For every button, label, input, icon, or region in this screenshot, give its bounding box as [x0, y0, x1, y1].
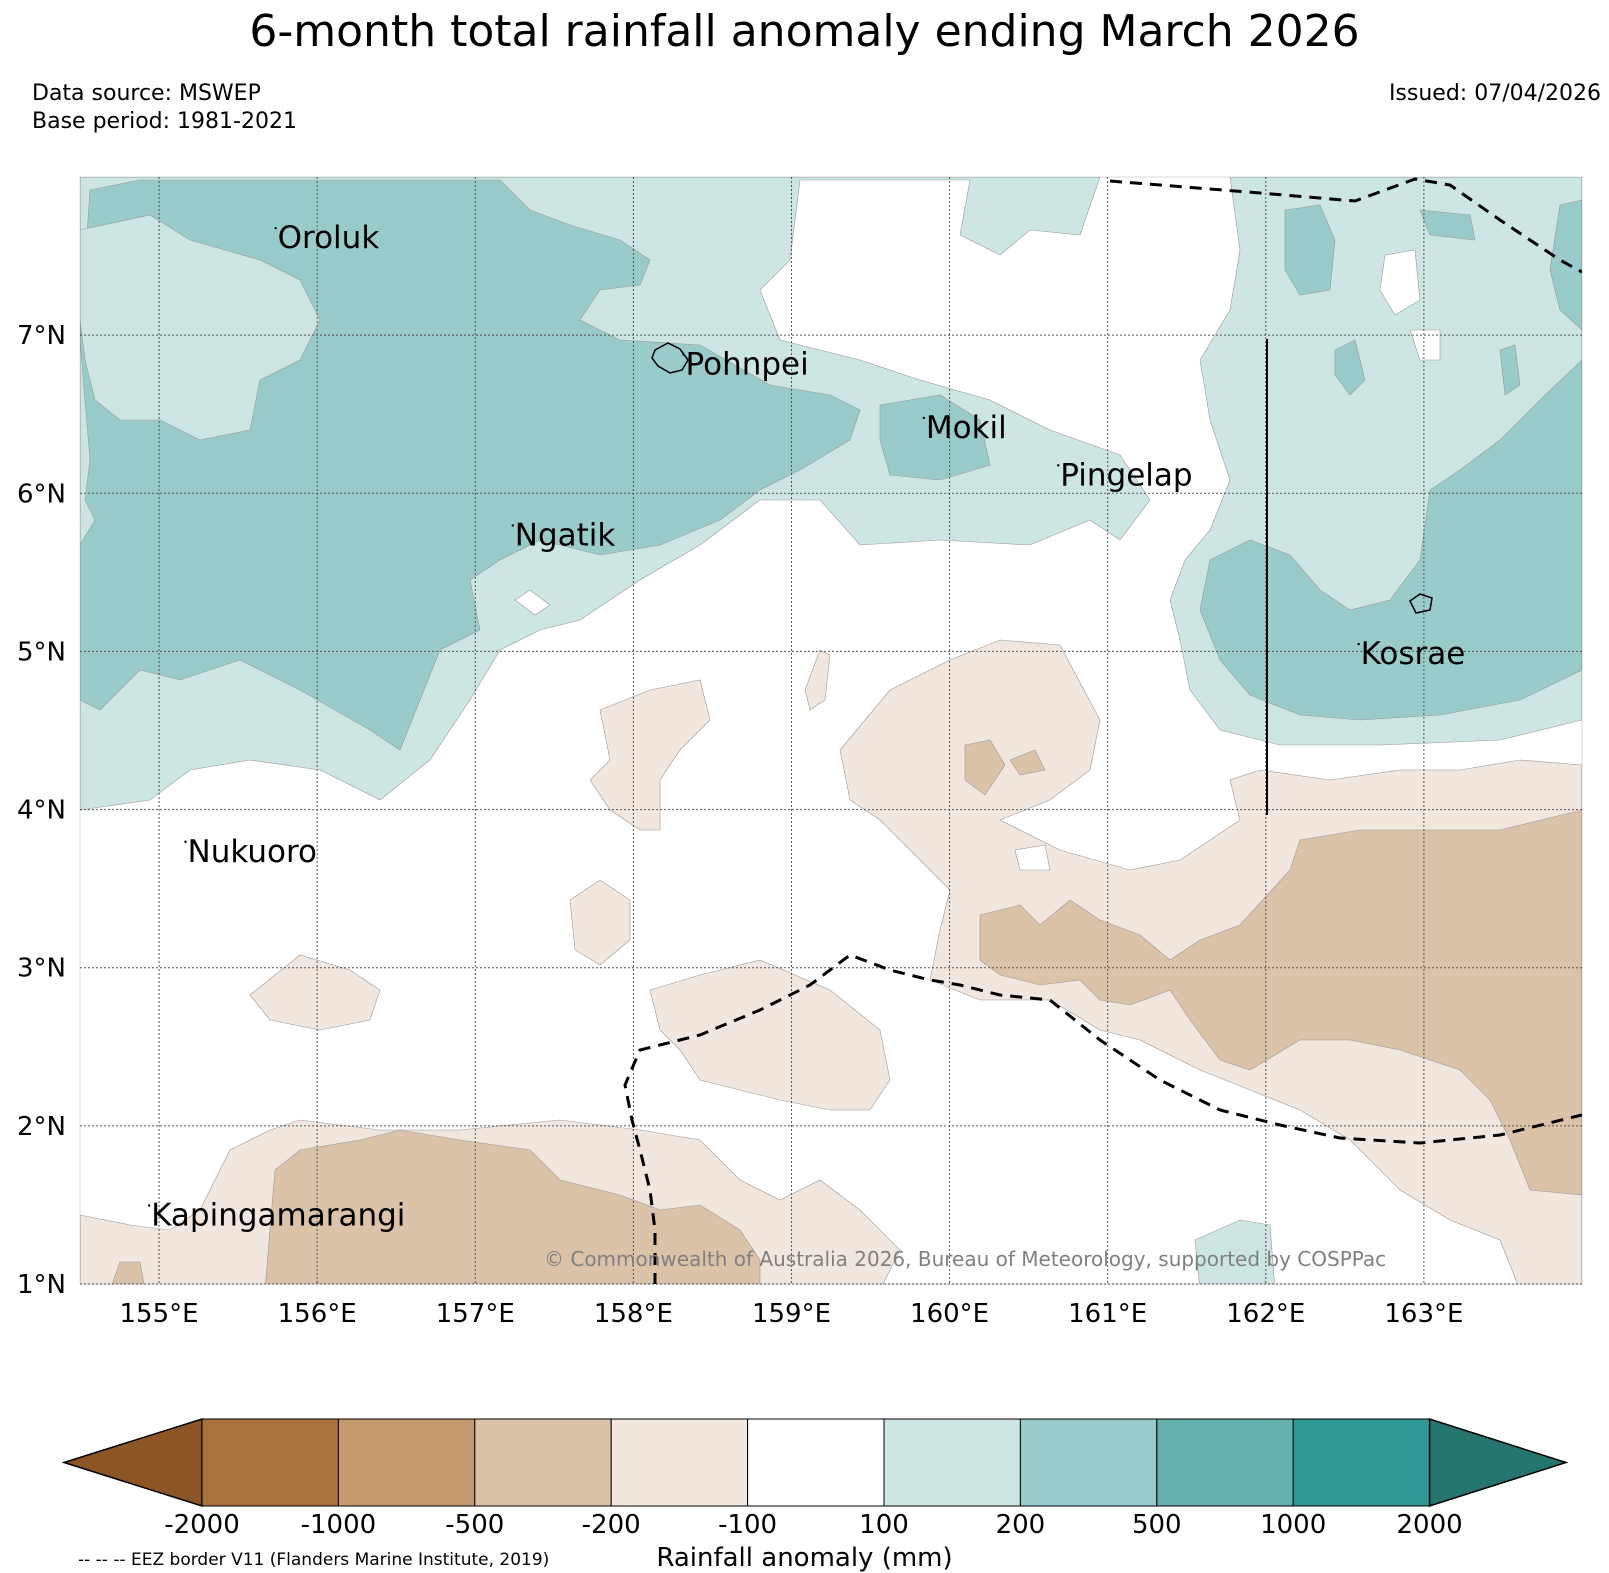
place-label-nukuoro: Nukuoro: [188, 834, 317, 870]
colorbar-segment: [337, 1418, 476, 1507]
colorbar: [61, 1417, 1569, 1508]
colorbar-extend-low: [61, 1417, 203, 1508]
colorbar-segment: [1019, 1418, 1158, 1507]
issued-date: Issued: 07/04/2026: [1388, 81, 1601, 106]
place-marker: [1357, 642, 1360, 646]
lon-tick-label: 162°E: [1226, 1299, 1305, 1329]
colorbar-tick-label: -2000: [164, 1510, 240, 1540]
eez-border: [623, 177, 1582, 1284]
colorbar-tick-label: 500: [1131, 1510, 1182, 1540]
graticule: [80, 177, 1582, 1285]
colorbar-tick-label: -200: [581, 1510, 641, 1540]
place-marker: [1057, 464, 1060, 467]
colorbar-tick-label: 100: [859, 1510, 909, 1540]
lon-tick-label: 160°E: [910, 1299, 989, 1329]
lat-tick-label: 1°N: [17, 1270, 66, 1300]
place-marker: [184, 840, 187, 843]
lon-tick-label: 161°E: [1068, 1299, 1147, 1329]
map-frame: [79, 176, 1583, 1285]
axis-tick-labels: 155°E 156°E 157°E 158°E 159°E 160°E 161°E 162°E…: [17, 321, 1463, 1329]
place-label-pingelap: Pingelap: [1060, 457, 1192, 493]
place-label-mokil: Mokil: [926, 410, 1007, 446]
data-source: Data source: MSWEP: [32, 81, 261, 106]
place-marker: [682, 353, 685, 356]
colorbar-segment: [201, 1418, 339, 1507]
lon-tick-label: 155°E: [120, 1299, 199, 1329]
lon-tick-label: 158°E: [594, 1299, 673, 1329]
place-label-kosrae: Kosrae: [1361, 636, 1466, 672]
colorbar-tick-label: -1000: [300, 1510, 377, 1540]
place-label-ngatik: Ngatik: [515, 517, 616, 553]
lat-tick-label: 4°N: [17, 796, 66, 826]
place-label-oroluk: Oroluk: [278, 220, 380, 256]
kosrae-island: [1409, 593, 1433, 614]
lat-tick-label: 7°N: [17, 321, 66, 351]
base-period: Base period: 1981-2021: [32, 109, 297, 134]
colorbar-segment: [883, 1418, 1021, 1507]
colorbar-segment: [1156, 1418, 1294, 1507]
colorbar-segment: [1292, 1418, 1431, 1507]
place-marker: [511, 524, 514, 527]
colorbar-tick-label: -100: [718, 1510, 778, 1540]
colorbar-segment: [610, 1418, 749, 1507]
lat-tick-label: 5°N: [17, 637, 66, 667]
colorbar-tick-label: 1000: [1260, 1510, 1327, 1540]
copyright-notice: © Commonwealth of Australia 2026, Bureau…: [544, 1247, 1387, 1271]
dry-region-mid-east: [979, 809, 1582, 1196]
lon-tick-label: 163°E: [1384, 1299, 1463, 1329]
map-title: 6-month total rainfall anomaly ending Ma…: [249, 6, 1360, 57]
eez-legend-note: -- -- -- EEZ border V11 (Flanders Marine…: [78, 1550, 550, 1570]
colorbar-segment: [747, 1418, 885, 1507]
colorbar-extend-high: [1428, 1417, 1569, 1508]
colorbar-tick-label: -500: [445, 1510, 505, 1540]
place-marker: [922, 416, 926, 420]
place-marker: [274, 226, 277, 230]
anomaly-shading: [80, 177, 1582, 1284]
dry-region-mid-southwest: [265, 1129, 761, 1284]
place-label-kapingamarangi: Kapingamarangi: [151, 1197, 405, 1233]
lat-tick-label: 2°N: [17, 1112, 66, 1142]
lat-tick-label: 6°N: [17, 479, 66, 509]
lat-tick-label: 3°N: [17, 954, 66, 984]
lon-tick-label: 157°E: [436, 1299, 515, 1329]
lon-tick-label: 159°E: [752, 1299, 831, 1329]
lon-tick-label: 156°E: [278, 1299, 357, 1329]
place-label-pohnpei: Pohnpei: [686, 347, 809, 383]
colorbar-segment: [474, 1418, 612, 1507]
colorbar-tick-label: 200: [995, 1510, 1046, 1540]
place-marker: [147, 1204, 151, 1207]
pohnpei-island: [651, 342, 689, 374]
place-labels: Oroluk Pohnpei Mokil Pingelap Ngatik Kosrae Nu…: [147, 220, 1466, 1233]
colorbar-tick-label: 2000: [1396, 1510, 1463, 1540]
